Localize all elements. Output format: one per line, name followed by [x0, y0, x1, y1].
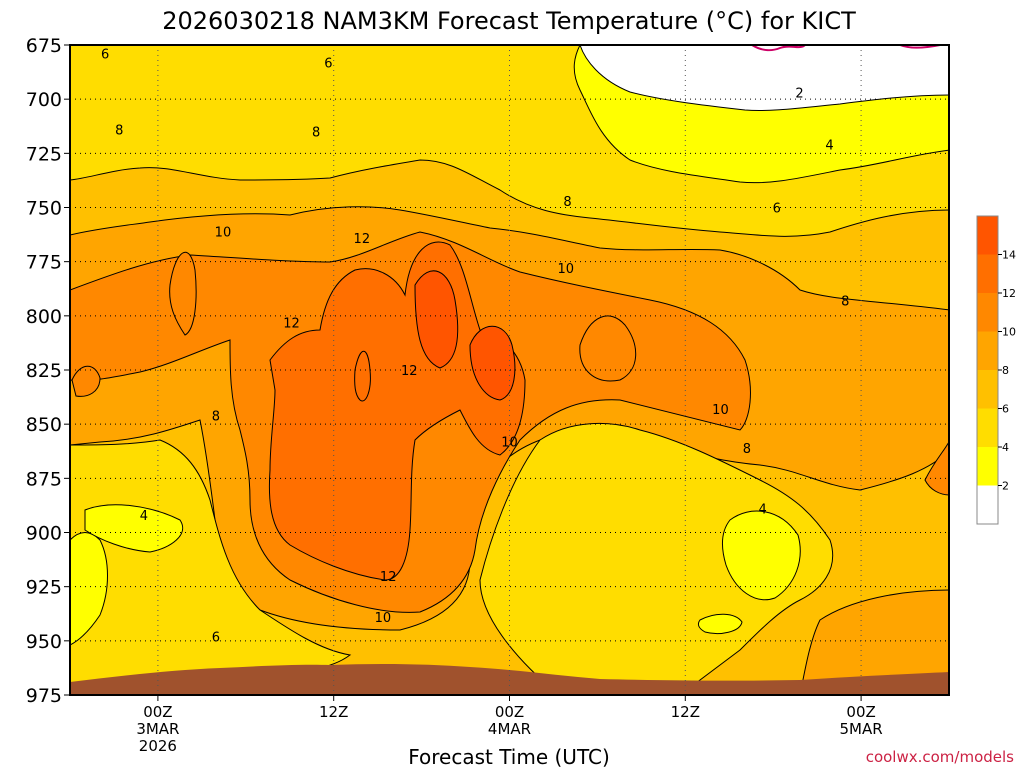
- contour-label: 10: [557, 262, 574, 277]
- colorbar: 2 4 6 8 10 12 14: [976, 215, 1016, 525]
- temperature-field: [70, 45, 949, 695]
- band-10: [924, 440, 949, 496]
- band-14: [469, 325, 516, 401]
- contour-label: 8: [212, 410, 220, 425]
- colorbar-segment: [977, 408, 998, 447]
- contour-label: 8: [563, 195, 571, 210]
- x-tick-label: 00Z: [495, 703, 524, 721]
- contour-label: 10: [215, 225, 232, 240]
- colorbar-label: 2: [1002, 480, 1009, 493]
- colorbar-segment: [977, 216, 998, 255]
- y-tick-label: 950: [26, 631, 62, 653]
- x-tick-label: 3MAR: [136, 720, 179, 738]
- contour-label: 6: [101, 48, 109, 63]
- x-tick-label: 12Z: [319, 703, 348, 721]
- band-10: [71, 365, 101, 397]
- band-10: [169, 251, 197, 336]
- x-axis-label: Forecast Time (UTC): [408, 745, 610, 768]
- x-tick-label: 2026: [139, 737, 177, 755]
- colorbar-label: 10: [1002, 326, 1016, 339]
- colorbar-segment: [977, 370, 998, 409]
- colorbar-label: 6: [1002, 403, 1009, 416]
- contour-label: 6: [324, 56, 332, 71]
- y-tick-label: 775: [26, 252, 62, 274]
- contour-label: 6: [212, 631, 220, 646]
- x-tick-label: 12Z: [671, 703, 700, 721]
- y-axis: 675 700 725 750 775 800 825 850 875 900 925 950 975: [26, 35, 70, 707]
- contour-label: 6: [773, 202, 781, 217]
- band-2: [579, 45, 949, 112]
- colorbar-segment: [977, 485, 998, 524]
- contour-label: 12: [380, 570, 397, 585]
- colorbar-label: 12: [1002, 287, 1016, 300]
- band-10: [579, 315, 637, 382]
- y-tick-label: 850: [26, 414, 62, 436]
- chart-title: 2026030218 NAM3KM Forecast Temperature (…: [162, 7, 856, 35]
- x-tick-label: 5MAR: [840, 720, 883, 738]
- contour-label: 10: [501, 436, 518, 451]
- band-4: [697, 613, 743, 635]
- contour-label: 4: [825, 139, 833, 154]
- band-6: [70, 439, 352, 695]
- plot-area: 6 6 2 8 8 4 8 6 10 12 10 8 12 12 8 10 10 8 4 4 12 10 6: [70, 45, 949, 695]
- colorbar-segment: [977, 447, 998, 486]
- band-12: [354, 350, 371, 402]
- contour-label: 8: [743, 442, 751, 457]
- contour-label: 8: [841, 295, 849, 310]
- colorbar-label: 14: [1002, 249, 1016, 262]
- band-4: [70, 532, 108, 646]
- zero-contour: [751, 45, 806, 52]
- y-tick-label: 750: [26, 198, 62, 220]
- ground: [70, 663, 949, 695]
- contour-label: 10: [712, 403, 729, 418]
- contour-label: 8: [312, 126, 320, 141]
- y-tick-label: 800: [26, 306, 62, 328]
- contour-labels: 6 6 2 8 8 4 8 6 10 12 10 8 12 12 8 10 10 8 4 4 12 10 6: [101, 48, 849, 646]
- contour-label: 12: [401, 364, 418, 379]
- contour-label: 10: [375, 611, 392, 626]
- x-tick-label: 00Z: [846, 703, 875, 721]
- grid-lines: [70, 45, 949, 695]
- contour-label: 12: [354, 232, 371, 247]
- band-8: [799, 589, 949, 695]
- colorbar-segment: [977, 254, 998, 293]
- contour-label: 2: [795, 87, 803, 102]
- contour-label: 12: [283, 316, 300, 331]
- y-tick-label: 675: [26, 35, 62, 57]
- band-14: [414, 270, 459, 369]
- y-tick-label: 875: [26, 468, 62, 490]
- y-tick-label: 900: [26, 523, 62, 545]
- x-tick-label: 4MAR: [488, 720, 531, 738]
- y-tick-label: 700: [26, 89, 62, 111]
- y-tick-label: 925: [26, 577, 62, 599]
- x-tick-label: 00Z: [143, 703, 172, 721]
- contour-label: 4: [140, 509, 148, 524]
- y-tick-label: 725: [26, 143, 62, 165]
- contour-label: 8: [115, 124, 123, 139]
- colorbar-segment: [977, 331, 998, 370]
- contour-label: 4: [759, 503, 767, 518]
- y-tick-label: 975: [26, 685, 62, 707]
- y-tick-label: 825: [26, 360, 62, 382]
- credit-text: coolwx.com/models: [866, 748, 1014, 766]
- colorbar-segment: [977, 293, 998, 332]
- band-4: [722, 510, 801, 601]
- colorbar-label: 4: [1002, 441, 1009, 454]
- colorbar-label: 8: [1002, 364, 1009, 377]
